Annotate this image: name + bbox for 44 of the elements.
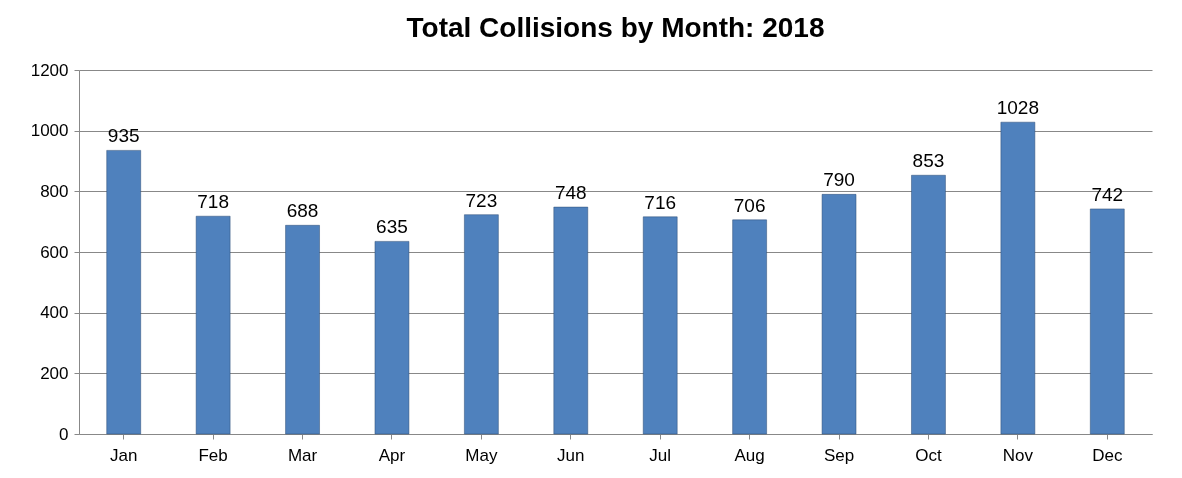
x-tick-label: Nov (1002, 445, 1034, 465)
data-label: 635 (376, 216, 408, 238)
x-tick-label: Sep (823, 445, 855, 465)
x-tick-label: Jul (649, 445, 672, 465)
x-tick-label: Aug (734, 445, 765, 465)
y-tick-label: 0 (59, 424, 69, 444)
y-tick-label: 200 (40, 363, 69, 383)
data-label: 790 (823, 169, 855, 191)
data-label: 706 (733, 194, 766, 216)
x-tick-label: Dec (1092, 445, 1123, 465)
bar (285, 225, 320, 435)
x-tick-label: Jan (110, 445, 138, 465)
data-label: 742 (1091, 183, 1124, 205)
data-label: 716 (644, 191, 677, 213)
y-tick-label: 1200 (30, 60, 69, 80)
data-label: 723 (465, 189, 498, 211)
bar (911, 175, 946, 435)
bar (732, 219, 767, 435)
x-tick-label: Mar (287, 445, 318, 465)
bar (106, 150, 141, 435)
x-tick-label: Feb (198, 445, 228, 465)
bar (553, 206, 589, 435)
y-tick-label: 1000 (30, 121, 69, 141)
bar (374, 241, 410, 435)
x-tick-label: May (465, 445, 498, 465)
bar (821, 194, 857, 435)
x-tick-label: Oct (915, 445, 942, 465)
data-label: 718 (197, 191, 229, 213)
data-label: 1028 (996, 97, 1040, 119)
bar (642, 216, 678, 435)
data-label: 935 (107, 125, 140, 147)
bar (195, 215, 231, 435)
x-tick-label: Jun (557, 445, 585, 465)
bar (1000, 121, 1036, 435)
bar (1090, 208, 1125, 435)
y-tick-label: 600 (40, 242, 69, 262)
bar (464, 214, 499, 435)
y-tick-label: 800 (40, 181, 69, 201)
chart-title: Total Collisions by Month: 2018 (406, 12, 825, 43)
data-label: 748 (554, 182, 587, 204)
data-label: 688 (286, 200, 319, 222)
x-tick-label: Apr (378, 445, 406, 465)
y-tick-label: 400 (40, 303, 69, 323)
data-label: 853 (912, 150, 945, 172)
